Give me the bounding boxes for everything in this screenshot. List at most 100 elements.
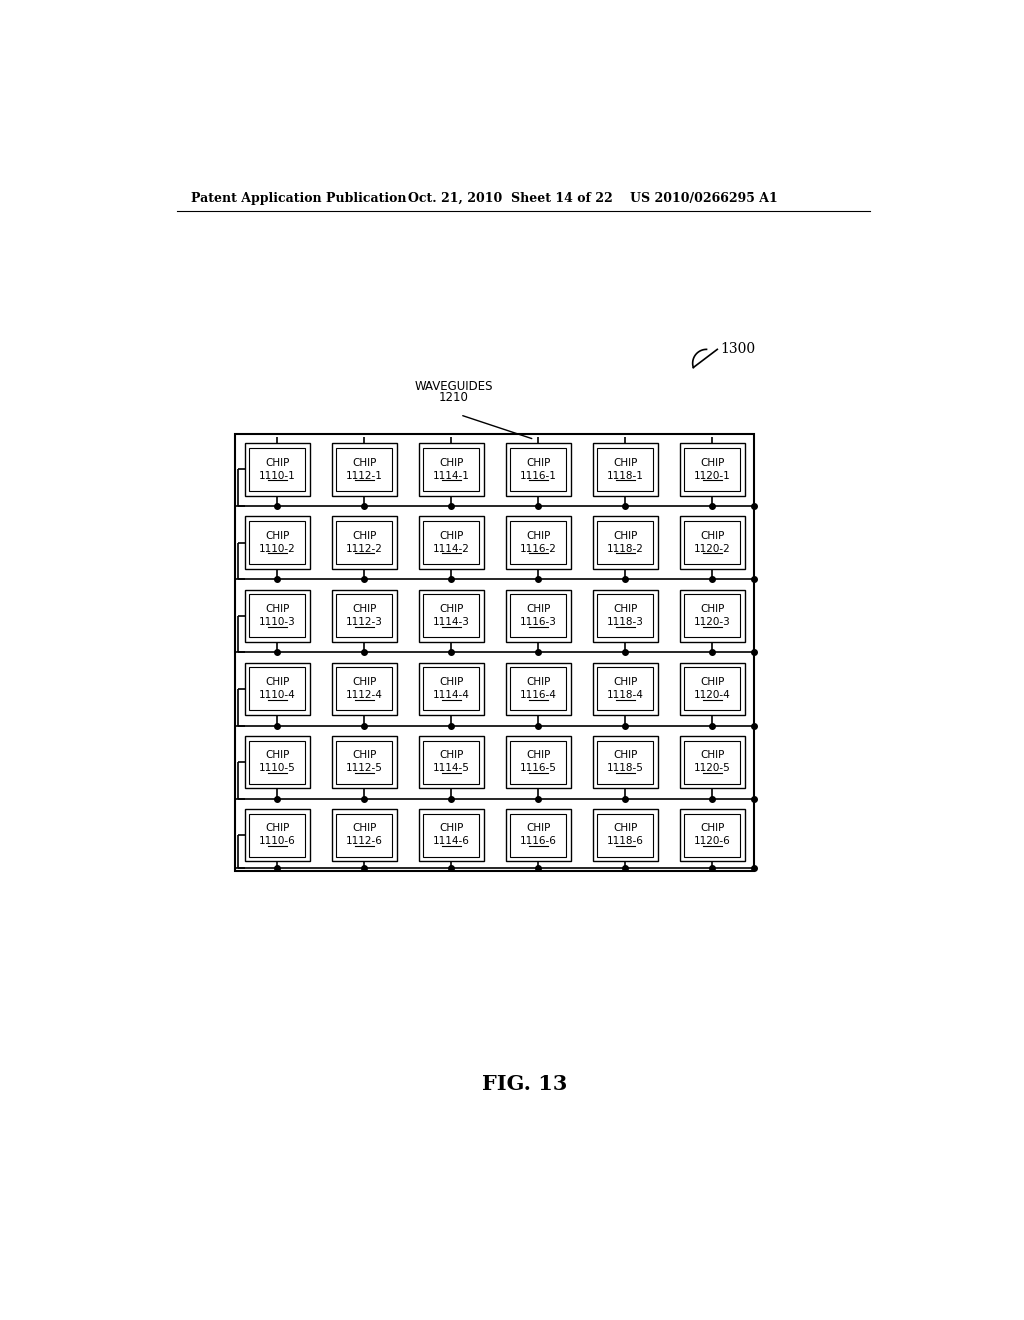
Text: CHIP: CHIP [526,824,551,833]
Bar [419,516,484,569]
Text: CHIP: CHIP [352,824,377,833]
Bar [249,668,305,710]
Bar [680,809,745,862]
Bar [684,447,740,491]
Text: 1114-1: 1114-1 [433,471,470,480]
Text: CHIP: CHIP [526,531,551,541]
Bar [510,668,566,710]
Text: 1110-1: 1110-1 [259,471,296,480]
Text: CHIP: CHIP [700,677,725,686]
Text: 1114-6: 1114-6 [433,837,470,846]
Text: CHIP: CHIP [613,824,638,833]
Bar [336,594,392,638]
Bar [684,668,740,710]
Text: 1112-1: 1112-1 [346,471,383,480]
Bar [684,813,740,857]
Text: FIG. 13: FIG. 13 [482,1074,567,1094]
Text: 1110-3: 1110-3 [259,616,296,627]
Text: Patent Application Publication: Patent Application Publication [190,191,407,205]
Bar [684,521,740,564]
Text: 1110-5: 1110-5 [259,763,296,774]
Text: CHIP: CHIP [700,458,725,467]
Text: 1118-3: 1118-3 [607,616,644,627]
Text: 1120-4: 1120-4 [694,690,731,700]
Bar [680,516,745,569]
Text: CHIP: CHIP [439,458,464,467]
Text: 1110-2: 1110-2 [259,544,296,554]
Bar [593,516,658,569]
Bar [593,444,658,496]
Text: 1118-6: 1118-6 [607,837,644,846]
Text: 1300: 1300 [720,342,756,356]
Text: CHIP: CHIP [352,677,377,686]
Text: CHIP: CHIP [265,531,290,541]
Text: CHIP: CHIP [700,603,725,614]
Bar [249,521,305,564]
Bar [597,594,653,638]
Text: 1116-6: 1116-6 [520,837,557,846]
Bar [249,594,305,638]
Text: 1114-4: 1114-4 [433,690,470,700]
Text: 1120-1: 1120-1 [694,471,731,480]
Bar [506,516,571,569]
Text: 1112-2: 1112-2 [346,544,383,554]
Text: CHIP: CHIP [439,750,464,760]
Text: 1116-1: 1116-1 [520,471,557,480]
Bar [510,447,566,491]
Bar [510,594,566,638]
Text: WAVEGUIDES: WAVEGUIDES [415,380,494,393]
Text: 1118-5: 1118-5 [607,763,644,774]
Bar [593,809,658,862]
Text: 1120-2: 1120-2 [694,544,731,554]
Bar [593,737,658,788]
Bar [419,590,484,642]
Bar [506,737,571,788]
Bar [423,521,479,564]
Text: US 2010/0266295 A1: US 2010/0266295 A1 [630,191,777,205]
Text: CHIP: CHIP [613,677,638,686]
Text: CHIP: CHIP [526,603,551,614]
Text: 1116-4: 1116-4 [520,690,557,700]
Bar [510,521,566,564]
Bar [332,590,397,642]
Bar [597,447,653,491]
Bar [510,813,566,857]
Bar [332,737,397,788]
Text: CHIP: CHIP [700,750,725,760]
Bar [245,444,310,496]
Text: CHIP: CHIP [439,603,464,614]
Text: 1120-3: 1120-3 [694,616,731,627]
Text: 1112-5: 1112-5 [346,763,383,774]
Bar [423,741,479,784]
Bar [249,813,305,857]
Bar [249,447,305,491]
Text: CHIP: CHIP [700,824,725,833]
Bar [336,741,392,784]
Text: CHIP: CHIP [613,531,638,541]
Bar [506,663,571,715]
Text: CHIP: CHIP [352,458,377,467]
Bar [419,809,484,862]
Text: 1210: 1210 [439,391,469,404]
Text: CHIP: CHIP [265,677,290,686]
Bar [419,737,484,788]
Bar [245,809,310,862]
Bar [680,590,745,642]
Text: CHIP: CHIP [439,531,464,541]
Text: CHIP: CHIP [265,750,290,760]
Bar [510,741,566,784]
Bar [597,813,653,857]
Bar [245,516,310,569]
Bar [332,809,397,862]
Bar [423,447,479,491]
Bar [419,663,484,715]
Text: 1114-3: 1114-3 [433,616,470,627]
Text: Oct. 21, 2010  Sheet 14 of 22: Oct. 21, 2010 Sheet 14 of 22 [408,191,612,205]
Bar [336,447,392,491]
Bar [245,737,310,788]
Text: 1112-4: 1112-4 [346,690,383,700]
Text: CHIP: CHIP [526,750,551,760]
Text: 1118-1: 1118-1 [607,471,644,480]
Text: 1120-5: 1120-5 [694,763,731,774]
Bar [597,521,653,564]
